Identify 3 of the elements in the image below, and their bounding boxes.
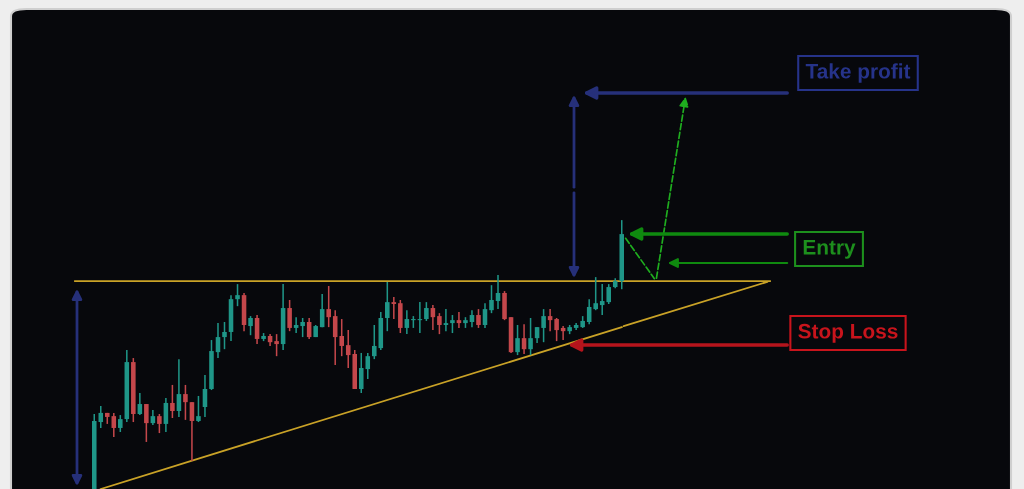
text: Take profit (805, 63, 911, 83)
text: Entry (803, 240, 856, 259)
text: Stop Loss (798, 323, 898, 343)
